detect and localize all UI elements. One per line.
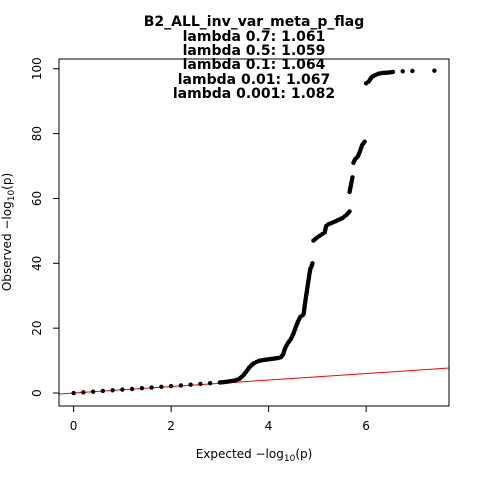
data-point: [207, 381, 213, 386]
y-tick-label: 40: [30, 256, 44, 271]
data-point: [350, 175, 355, 180]
x-tick-label: 0: [70, 419, 78, 433]
data-point: [310, 261, 315, 266]
y-tick-label: 100: [30, 57, 44, 80]
data-point: [90, 389, 96, 394]
data-point: [139, 386, 145, 391]
x-tick-label: 6: [362, 419, 370, 433]
plot-area: [59, 68, 449, 396]
x-tick-label: 4: [265, 419, 273, 433]
data-point: [168, 383, 174, 389]
data-point: [100, 388, 106, 394]
data-point: [410, 68, 415, 74]
data-point: [149, 385, 154, 390]
data-point: [198, 381, 203, 387]
data-point: [390, 69, 396, 75]
x-axis: 0 2 4 6: [70, 405, 370, 433]
y-axis-label: Observed −log10(p): [0, 173, 17, 291]
y-tick-label: 0: [30, 389, 44, 397]
data-point: [178, 383, 184, 388]
title-line-5: lambda 0.01: 1.067: [178, 72, 331, 88]
title-line-2: lambda 0.7: 1.061: [183, 29, 326, 45]
data-point: [347, 209, 352, 214]
title-line-1: B2_ALL_inv_var_meta_p_flag: [144, 14, 365, 30]
data-point: [71, 390, 76, 396]
data-point: [129, 386, 135, 392]
data-point: [110, 388, 115, 393]
title-line-3: lambda 0.5: 1.059: [183, 43, 326, 59]
title-line-4: lambda 0.1: 1.064: [183, 57, 326, 73]
data-point: [159, 384, 164, 390]
data-point: [81, 390, 86, 395]
data-point: [188, 382, 193, 387]
chart-title: B2_ALL_inv_var_meta_p_flag lambda 0.7: 1…: [144, 14, 365, 102]
title-line-6: lambda 0.001: 1.082: [173, 86, 335, 102]
y-tick-label: 60: [30, 191, 44, 206]
x-axis-label: Expected −log10(p): [196, 447, 313, 464]
x-tick-label: 2: [167, 419, 175, 433]
data-point: [362, 139, 367, 144]
data-point: [120, 387, 125, 392]
y-tick-label: 80: [30, 126, 44, 141]
y-tick-label: 20: [30, 321, 44, 336]
y-axis: 0 20 40 60 80 100: [30, 57, 59, 397]
data-point: [400, 69, 405, 74]
data-series: [71, 68, 437, 396]
data-point: [432, 68, 437, 73]
